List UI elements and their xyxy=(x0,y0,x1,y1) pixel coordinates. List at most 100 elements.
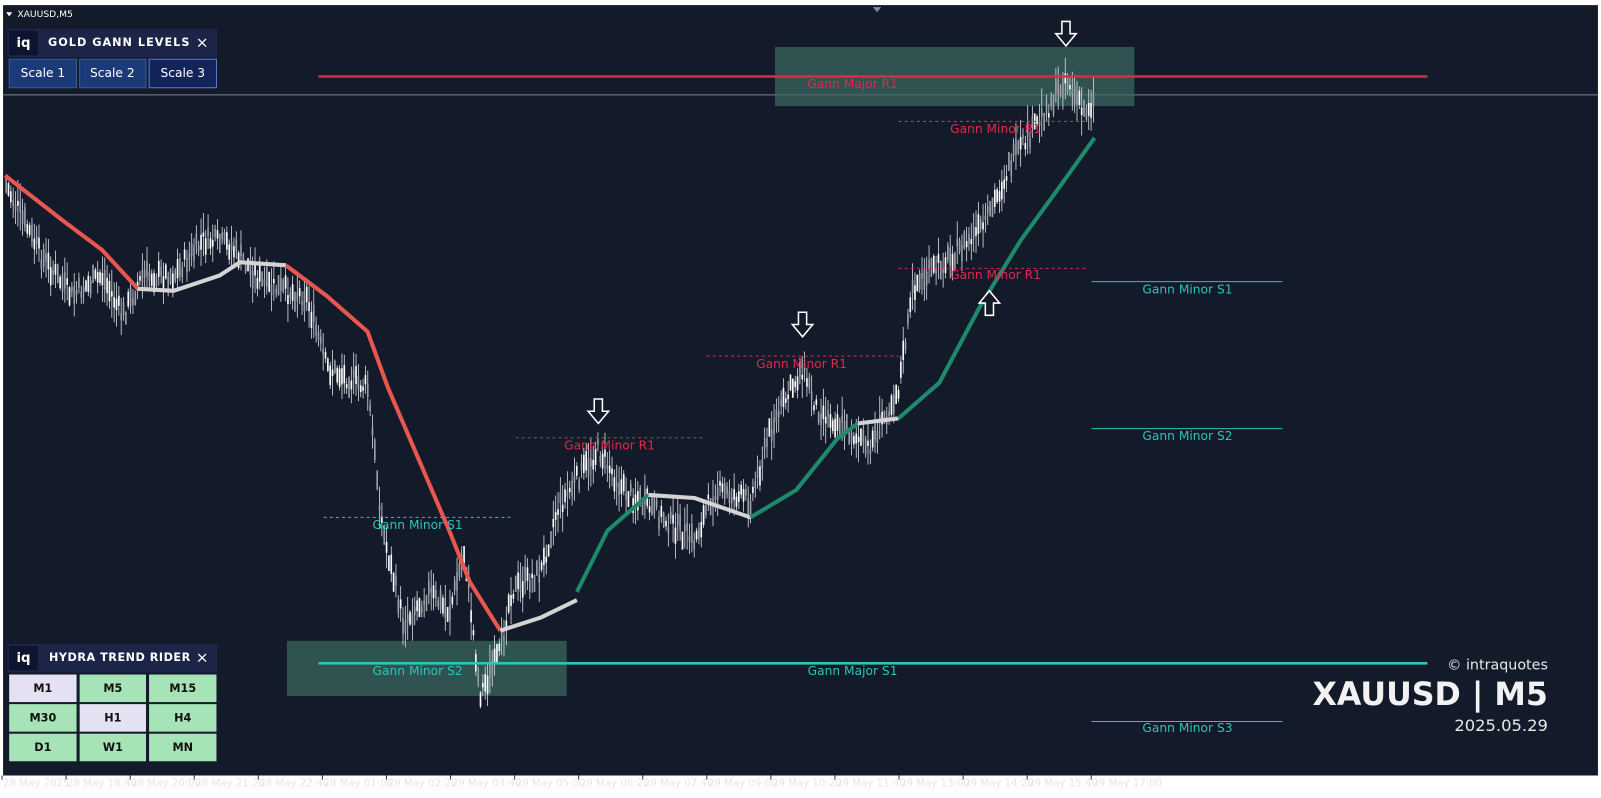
candle-body xyxy=(796,376,799,391)
candle-body xyxy=(324,351,327,359)
candle-body xyxy=(526,567,529,581)
candle-body xyxy=(514,575,517,592)
candle-body xyxy=(942,267,944,273)
timeframe-label[interactable]: M5 xyxy=(103,682,122,695)
candle-body xyxy=(334,360,336,373)
timeframe-button[interactable] xyxy=(149,704,217,732)
timeframe-label[interactable]: M1 xyxy=(33,682,52,695)
candle-body xyxy=(662,512,665,528)
candle-body xyxy=(561,504,564,513)
candle-body xyxy=(446,606,449,623)
close-button[interactable]: × xyxy=(196,649,209,667)
candle-body xyxy=(190,243,193,257)
candle-body xyxy=(686,523,688,531)
candle-body xyxy=(517,572,519,590)
candle-body xyxy=(416,600,418,612)
candle-body xyxy=(641,497,644,516)
candle-body xyxy=(916,274,919,292)
scale-label[interactable]: Scale 1 xyxy=(21,66,66,80)
candle-body xyxy=(813,405,815,411)
candle-body xyxy=(806,378,808,387)
candle-body xyxy=(186,258,188,273)
timeframe-label[interactable]: W1 xyxy=(103,741,123,754)
candle-body xyxy=(1031,116,1034,128)
timeframe-button[interactable] xyxy=(79,674,147,703)
candle-body xyxy=(1043,112,1045,131)
scale-label[interactable]: Scale 2 xyxy=(90,66,135,80)
timeframe-label[interactable]: M30 xyxy=(29,711,56,724)
candle-body xyxy=(848,427,851,445)
candle-body xyxy=(12,200,14,206)
timeframe-button[interactable] xyxy=(149,733,217,762)
timeframe-button[interactable] xyxy=(9,733,77,762)
candle-body xyxy=(862,429,865,443)
candle-body xyxy=(1045,101,1048,116)
candle-body xyxy=(49,267,52,286)
candle-body xyxy=(1078,90,1081,105)
candle-body xyxy=(1092,92,1095,106)
candle-body xyxy=(61,273,64,293)
candle-body xyxy=(275,289,278,294)
time-label: 29 May 09:00 xyxy=(708,779,778,790)
timeframe-button[interactable] xyxy=(9,674,77,703)
candle-body xyxy=(402,618,404,635)
candle-body xyxy=(435,589,437,599)
candle-body xyxy=(223,232,226,242)
candle-body xyxy=(909,297,912,313)
candle-body xyxy=(1087,102,1090,117)
candle-body xyxy=(846,413,848,431)
timeframe-label[interactable]: H1 xyxy=(104,711,121,724)
candle-body xyxy=(491,658,494,679)
candle-body xyxy=(615,482,618,488)
timeframe-label[interactable]: MN xyxy=(172,741,193,754)
scale-label[interactable]: Scale 3 xyxy=(160,66,205,80)
candle-body xyxy=(219,233,221,254)
candle-body xyxy=(256,277,259,289)
time-label: 28 May 22:40 xyxy=(259,779,329,790)
candle-body xyxy=(895,384,897,405)
level-label: Gann Minor R1 xyxy=(950,268,1041,282)
candle-body xyxy=(258,264,261,282)
timeframe-button[interactable] xyxy=(79,733,147,762)
candle-body xyxy=(228,244,231,260)
candle-body xyxy=(14,204,17,211)
time-label: 28 May 21:20 xyxy=(195,779,265,790)
candle-body xyxy=(291,284,294,301)
collapse-arrow[interactable] xyxy=(6,12,13,17)
candle-body xyxy=(406,614,409,622)
candle-body xyxy=(153,272,155,293)
candle-body xyxy=(493,648,496,663)
scale-button[interactable] xyxy=(8,58,78,89)
candle-body xyxy=(143,269,146,278)
timeframe-label[interactable]: H4 xyxy=(174,711,191,724)
timeframe-button[interactable] xyxy=(149,674,217,703)
scale-button[interactable] xyxy=(148,58,217,89)
candle-body xyxy=(287,295,289,305)
candle-body xyxy=(550,531,552,548)
timeframe-label[interactable]: D1 xyxy=(34,741,51,754)
candle-body xyxy=(397,599,400,614)
candle-body xyxy=(944,257,947,274)
candle-body xyxy=(486,675,489,695)
candles xyxy=(5,57,1095,709)
candle-body xyxy=(681,531,684,550)
candle-body xyxy=(672,514,674,524)
candle-body xyxy=(625,493,627,500)
candle-body xyxy=(383,525,386,545)
candle-body xyxy=(869,449,872,455)
close-button[interactable]: × xyxy=(196,33,209,51)
logo: iq xyxy=(16,651,30,666)
candle-body xyxy=(838,420,841,437)
timeframe-button[interactable] xyxy=(79,704,147,732)
candle-body xyxy=(1012,143,1015,157)
candle-body xyxy=(31,223,33,242)
candle-body xyxy=(362,386,364,391)
candle-body xyxy=(155,275,158,287)
time-label: 29 May 01:00 xyxy=(323,779,393,790)
timeframe-button[interactable] xyxy=(9,704,77,732)
timeframe-label[interactable]: M15 xyxy=(169,682,196,695)
candle-body xyxy=(350,380,353,390)
candle-body xyxy=(554,511,557,520)
scale-button[interactable] xyxy=(79,58,147,89)
